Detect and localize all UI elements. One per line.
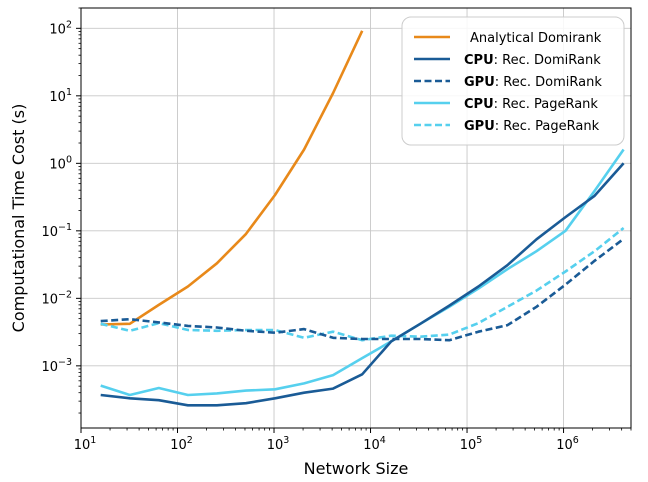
legend-entry: Analytical Domirank: [470, 31, 602, 46]
plot-frame: [80, 7, 632, 429]
axis-ticks: 101 102 103 104 105 106 10−3 10−2 10−1 100 101 102: [41, 19, 578, 453]
cpu-rec-domirank-line: [100, 162, 625, 407]
x-tick-label: 106: [556, 435, 579, 453]
y-axis-title: Computational Time Cost (s): [9, 104, 28, 333]
x-tick-label: 104: [363, 435, 386, 453]
legend-entry: CPU: Rec. PageRank: [464, 97, 598, 112]
y-tick-label: 100: [49, 154, 72, 172]
x-axis-title: Network Size: [304, 459, 409, 478]
series-lines: [100, 30, 625, 407]
y-tick-label: 102: [49, 19, 72, 37]
legend-entry: GPU: Rec. DomiRank: [464, 75, 602, 90]
y-tick-label: 10−2: [41, 289, 72, 307]
y-tick-label: 10−1: [41, 222, 72, 240]
cpu-rec-pagerank-line: [100, 148, 625, 397]
analytical-domirank-line: [100, 30, 364, 326]
gpu-rec-domirank-line: [100, 237, 625, 342]
legend: Analytical Domirank CPU: Rec. DomiRank GPU…: [401, 16, 625, 146]
x-tick-label: 102: [170, 435, 193, 453]
legend-box: [401, 16, 625, 146]
legend-entry: CPU: Rec. DomiRank: [464, 53, 601, 68]
y-tick-label: 101: [49, 87, 72, 105]
y-tick-label: 10−3: [41, 357, 72, 375]
x-tick-label: 105: [460, 435, 483, 453]
x-tick-label: 101: [74, 435, 97, 453]
x-tick-label: 103: [267, 435, 290, 453]
legend-entry: GPU: Rec. PageRank: [464, 119, 600, 134]
